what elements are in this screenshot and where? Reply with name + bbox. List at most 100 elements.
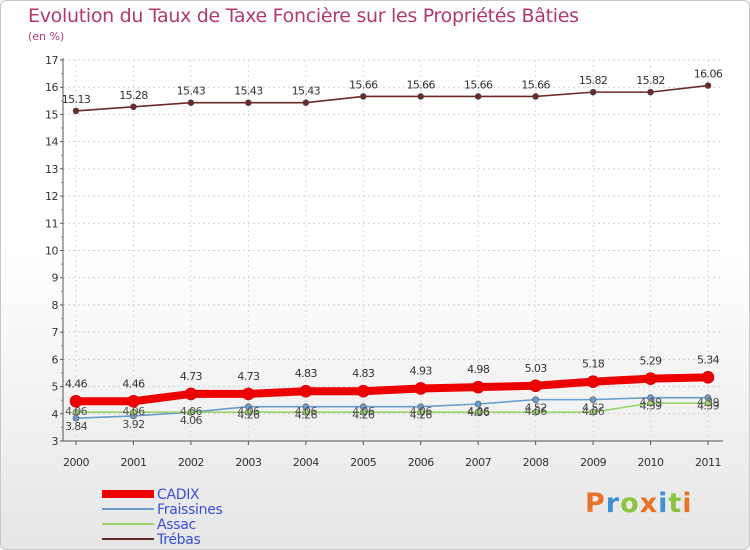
data-label: 4.46 <box>122 377 145 390</box>
legend-swatch <box>102 523 154 525</box>
data-point <box>647 399 654 407</box>
data-label: 4.06 <box>237 405 260 418</box>
x-tick-label: 2010 <box>638 456 664 469</box>
data-point <box>529 379 542 393</box>
data-label: 4.06 <box>180 405 203 418</box>
data-point <box>359 93 367 100</box>
data-label: 4.73 <box>180 370 203 383</box>
series-line-fraissines <box>75 396 709 419</box>
data-label: 4.06 <box>180 414 203 427</box>
data-label: 5.29 <box>639 355 662 368</box>
data-point <box>474 400 482 408</box>
data-label: 4.06 <box>467 405 490 418</box>
data-label: 4.46 <box>65 377 88 390</box>
y-tick-label: 15 <box>45 108 58 121</box>
data-point <box>242 387 255 401</box>
x-tick-label: 2004 <box>293 456 319 469</box>
data-point <box>474 93 482 100</box>
y-tick-label: 9 <box>52 272 59 285</box>
data-point <box>130 408 137 416</box>
data-point <box>474 408 482 416</box>
data-point <box>589 88 597 96</box>
y-tick-label: 16 <box>45 81 58 94</box>
data-point <box>72 107 80 115</box>
data-label: 15.66 <box>406 78 435 91</box>
data-label: 3.84 <box>65 420 88 433</box>
data-point <box>184 387 198 401</box>
series-line-assac <box>75 402 709 413</box>
data-label: 3.92 <box>122 418 144 431</box>
x-tick-label: 2008 <box>523 456 549 469</box>
data-point <box>532 396 539 403</box>
data-label: 15.43 <box>292 85 321 98</box>
data-point <box>586 375 600 388</box>
data-point <box>471 380 485 394</box>
data-point <box>356 384 370 398</box>
x-tick-label: 2011 <box>695 456 721 469</box>
legend-swatch <box>102 538 154 540</box>
data-point <box>417 408 425 416</box>
data-point <box>302 99 310 107</box>
data-label: 5.34 <box>697 353 720 366</box>
data-point <box>589 408 597 416</box>
data-label: 15.66 <box>464 78 493 91</box>
x-tick-label: 2000 <box>63 456 89 469</box>
y-tick-label: 7 <box>52 326 59 339</box>
data-label: 15.82 <box>636 74 665 87</box>
data-label: 4.06 <box>525 405 548 418</box>
data-point <box>414 382 428 395</box>
data-point <box>72 408 80 416</box>
data-label: 4.73 <box>237 370 260 383</box>
data-label: 4.83 <box>295 367 318 380</box>
data-point <box>417 93 425 100</box>
y-tick-label: 14 <box>45 136 58 149</box>
data-point <box>359 408 367 416</box>
data-point <box>532 408 539 416</box>
data-label: 15.43 <box>177 85 206 98</box>
data-label: 4.06 <box>410 405 433 418</box>
data-label: 5.18 <box>582 358 605 371</box>
y-tick-label: 8 <box>52 299 59 312</box>
data-label: 15.43 <box>234 85 263 98</box>
series-line-cadix <box>72 373 712 406</box>
data-point <box>245 99 252 107</box>
data-label: 15.82 <box>579 74 608 87</box>
data-point <box>644 372 657 385</box>
data-point <box>302 408 310 416</box>
data-label: 4.06 <box>122 405 145 418</box>
y-tick-label: 10 <box>45 245 58 258</box>
data-label: 15.66 <box>521 78 550 91</box>
series-line-trébas <box>75 84 709 112</box>
y-tick-label: 11 <box>45 217 58 230</box>
data-point <box>701 371 715 384</box>
data-point <box>130 103 137 111</box>
data-label: 4.06 <box>582 405 605 418</box>
y-tick-label: 4 <box>52 408 59 421</box>
data-point <box>704 399 712 407</box>
data-label: 15.13 <box>62 93 91 106</box>
data-label: 5.03 <box>525 362 548 375</box>
data-label: 4.06 <box>295 405 318 418</box>
x-tick-label: 2006 <box>408 456 434 469</box>
legend-label: CADIX <box>157 487 200 503</box>
data-point <box>187 408 195 416</box>
data-point <box>647 88 654 96</box>
x-tick-label: 2001 <box>120 456 146 469</box>
legend-label: Assac <box>157 517 196 533</box>
data-label: 16.06 <box>694 68 723 81</box>
y-tick-label: 17 <box>45 54 58 67</box>
proxiti-logo: Proxiti <box>585 488 693 519</box>
legend-label: Trébas <box>156 532 201 548</box>
data-label: 4.83 <box>352 367 375 380</box>
x-tick-label: 2002 <box>178 456 204 469</box>
data-label: 4.93 <box>410 364 433 377</box>
data-point <box>589 396 597 403</box>
legend-swatch <box>102 508 154 510</box>
unit-label: (en %) <box>28 30 65 43</box>
data-point <box>127 394 140 408</box>
data-point <box>299 384 313 398</box>
x-tick-label: 2007 <box>465 456 491 469</box>
x-tick-label: 2009 <box>580 456 606 469</box>
y-tick-label: 13 <box>45 163 58 176</box>
y-tick-label: 12 <box>45 190 58 203</box>
